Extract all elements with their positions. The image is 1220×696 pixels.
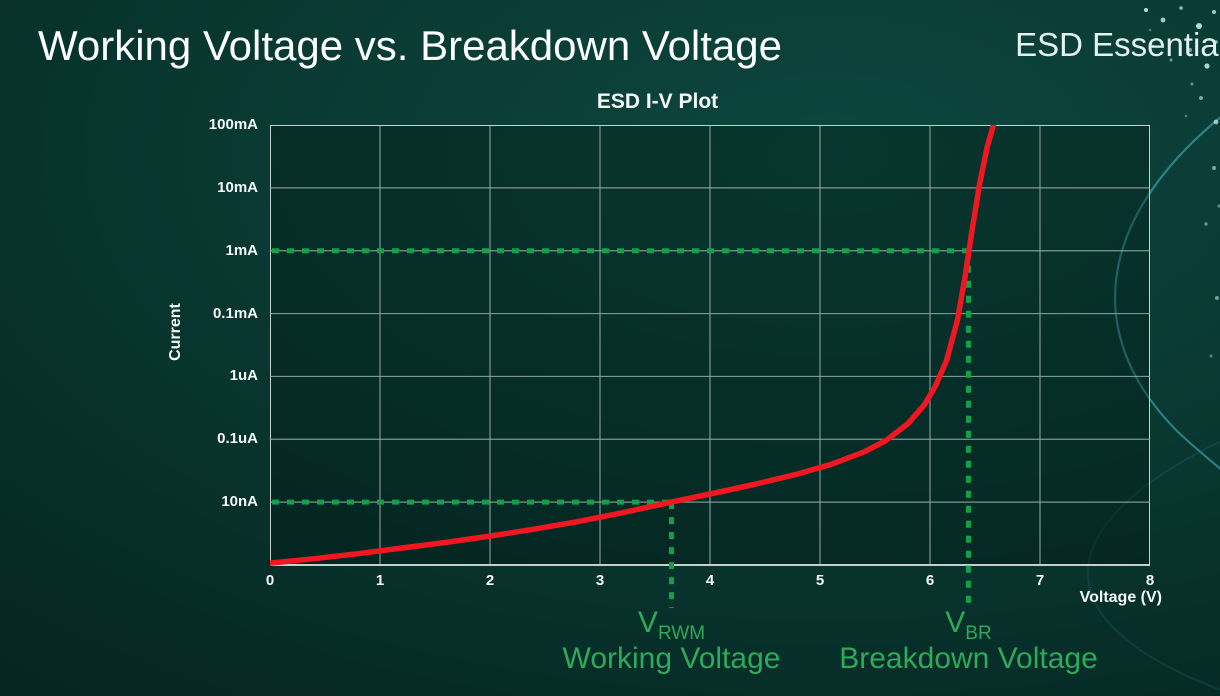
vrwm-symbol: VRWM <box>638 606 705 645</box>
y-tick-label: 10mA <box>217 178 258 196</box>
y-tick-label: 0.1uA <box>217 430 258 448</box>
x-axis-label: Voltage (V) <box>1079 589 1162 606</box>
brand-text: ESD Essential <box>1015 26 1220 63</box>
vrwm-subscript: RWM <box>657 623 706 644</box>
iv-plot <box>270 125 1150 608</box>
y-tick-label: 1uA <box>229 367 258 385</box>
y-tick-label: 10nA <box>221 493 258 511</box>
y-axis-label: Current <box>167 303 184 361</box>
chart-title: ESD I-V Plot <box>596 90 719 113</box>
y-tick-label: 100mA <box>208 116 258 133</box>
vbr-letter: V <box>945 606 966 639</box>
iv-curve <box>270 125 997 566</box>
y-tick-label: 1mA <box>225 241 258 259</box>
breakdown-voltage-caption: Breakdown Voltage <box>839 642 1098 675</box>
vrwm-letter: V <box>637 606 658 639</box>
vbr-subscript: BR <box>965 623 992 644</box>
working-voltage-caption: Working Voltage <box>562 642 781 675</box>
vbr-symbol: VBR <box>945 606 991 645</box>
page-title: Working Voltage vs. Breakdown Voltage <box>38 22 783 69</box>
